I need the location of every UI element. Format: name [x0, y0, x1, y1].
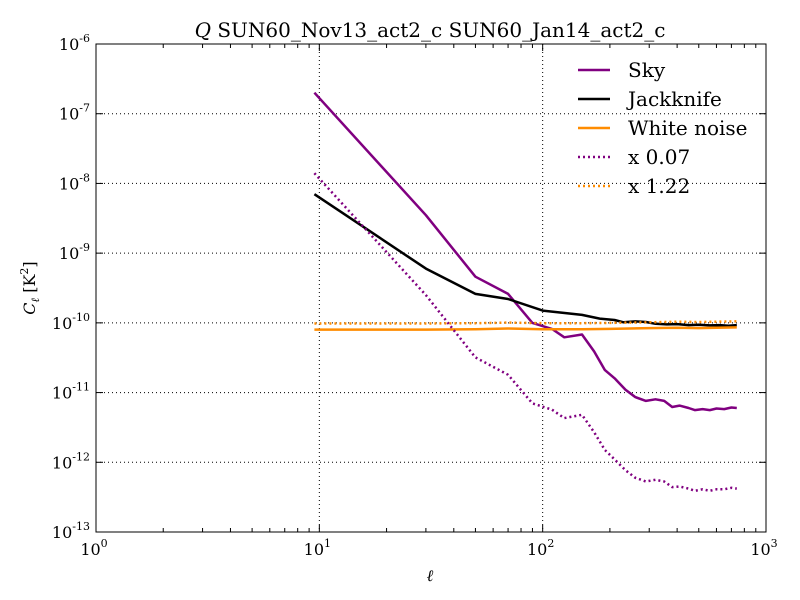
x-tick-label: 103 — [750, 537, 777, 559]
x-tick-label-base: 10 — [80, 540, 100, 559]
legend-label: Sky — [628, 58, 666, 82]
series-line-x-1-22 — [314, 320, 737, 325]
x-tick-label-exp: 2 — [547, 537, 554, 550]
x-tick-label-base: 10 — [527, 540, 547, 559]
legend-label: x 1.22 — [628, 174, 690, 198]
y-tick-label-exp: -7 — [79, 102, 90, 115]
y-tick-label-base: 10 — [59, 244, 79, 263]
y-tick-label-base: 10 — [59, 174, 79, 193]
y-tick-label: 10-13 — [52, 520, 90, 542]
y-tick-label-base: 10 — [52, 314, 72, 333]
y-tick-label: 10-8 — [59, 171, 90, 193]
x-tick-label: 100 — [80, 537, 107, 559]
y-tick-label-base: 10 — [59, 105, 79, 124]
x-tick-label: 101 — [304, 537, 331, 559]
y-axis-label: Cℓ [K2] — [18, 261, 42, 314]
y-tick-label: 10-7 — [59, 102, 90, 124]
x-axis-label: ℓ — [427, 566, 434, 585]
x-tick-labels: 100 101 102 103 — [80, 537, 777, 559]
x-tick-label-base: 10 — [304, 540, 324, 559]
legend: Sky Jackknife White noise x 0.07 x 1.22 — [578, 58, 747, 198]
x-tick-label-exp: 0 — [101, 537, 108, 550]
y-tick-label-base: 10 — [52, 453, 72, 472]
y-axis-label-sub: ℓ — [29, 297, 42, 302]
y-axis-label-unit-sup: 2 — [18, 268, 31, 275]
y-tick-label: 10-6 — [59, 32, 90, 54]
y-tick-label-exp: -12 — [72, 450, 90, 463]
y-tick-label: 10-9 — [59, 241, 90, 263]
chart-title-variable: Q — [195, 18, 211, 42]
y-tick-label-base: 10 — [52, 523, 72, 542]
y-tick-label-exp: -11 — [72, 381, 90, 394]
axis-ticks — [95, 43, 767, 533]
y-axis-label-base: C — [20, 302, 39, 314]
x-tick-label: 102 — [527, 537, 554, 559]
y-tick-label: 10-12 — [52, 450, 90, 472]
y-tick-label-exp: -13 — [72, 520, 90, 533]
legend-label: x 0.07 — [628, 145, 690, 169]
y-tick-label-exp: -6 — [79, 32, 90, 45]
series-lines — [313, 91, 737, 493]
chart-title-text: SUN60_Nov13_act2_c SUN60_Jan14_act2_c — [211, 18, 665, 42]
x-tick-label-exp: 1 — [324, 537, 331, 550]
x-tick-label-exp: 3 — [771, 537, 778, 550]
legend-label: Jackknife — [626, 87, 722, 111]
grid — [96, 44, 766, 532]
y-tick-label-exp: -8 — [79, 171, 90, 184]
plot-frame — [95, 43, 767, 533]
x-tick-label-base: 10 — [750, 540, 770, 559]
y-tick-label-exp: -10 — [72, 311, 90, 324]
series-line-x-0-07 — [313, 172, 737, 493]
y-tick-label-exp: -9 — [79, 241, 90, 254]
chart-title: Q SUN60_Nov13_act2_c SUN60_Jan14_act2_c — [195, 18, 666, 42]
y-axis-label-unit-open: [K — [20, 274, 39, 298]
y-tick-label-base: 10 — [59, 35, 79, 54]
legend-label: White noise — [628, 116, 747, 140]
y-axis-label-unit-close: ] — [20, 261, 39, 267]
y-tick-label-base: 10 — [52, 384, 72, 403]
series-line-white-noise — [314, 326, 737, 331]
y-tick-label: 10-10 — [52, 311, 90, 333]
y-tick-label: 10-11 — [52, 381, 90, 403]
